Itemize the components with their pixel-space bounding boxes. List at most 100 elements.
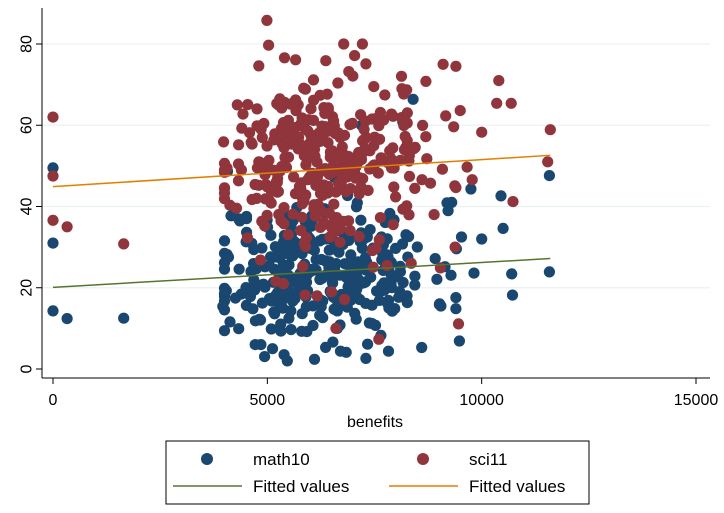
point-sci11 bbox=[330, 322, 342, 334]
point-math10 bbox=[497, 222, 509, 234]
point-sci11 bbox=[390, 191, 402, 203]
point-sci11 bbox=[367, 261, 379, 273]
point-sci11 bbox=[320, 55, 332, 67]
point-sci11 bbox=[324, 231, 336, 243]
point-sci11 bbox=[379, 89, 391, 101]
point-sci11 bbox=[450, 60, 462, 72]
point-sci11 bbox=[332, 77, 344, 89]
point-sci11 bbox=[328, 198, 340, 210]
point-sci11 bbox=[437, 58, 449, 70]
point-sci11 bbox=[317, 216, 329, 228]
point-sci11 bbox=[403, 209, 415, 221]
legend-marker-math10 bbox=[201, 453, 213, 465]
point-math10 bbox=[285, 324, 297, 336]
point-math10 bbox=[434, 298, 446, 310]
point-sci11 bbox=[296, 211, 308, 223]
point-sci11 bbox=[233, 139, 245, 151]
point-sci11 bbox=[476, 126, 488, 138]
point-sci11 bbox=[372, 167, 384, 179]
point-sci11 bbox=[403, 170, 416, 182]
point-sci11 bbox=[440, 110, 452, 122]
legend-label-fitted-sci11: Fitted values bbox=[469, 477, 565, 496]
point-sci11 bbox=[395, 70, 408, 82]
y-axis-ticks: 0 20 40 60 80 bbox=[19, 35, 42, 373]
point-sci11 bbox=[311, 135, 323, 147]
point-math10 bbox=[345, 249, 357, 261]
point-math10 bbox=[333, 246, 345, 258]
point-sci11 bbox=[364, 163, 376, 175]
point-math10 bbox=[275, 318, 287, 330]
point-sci11 bbox=[295, 183, 307, 195]
point-math10 bbox=[245, 265, 257, 278]
point-sci11 bbox=[466, 174, 478, 186]
point-sci11 bbox=[253, 60, 265, 72]
point-sci11 bbox=[244, 127, 256, 139]
point-math10 bbox=[431, 273, 443, 285]
point-sci11 bbox=[251, 162, 263, 174]
point-math10 bbox=[47, 237, 59, 249]
point-sci11 bbox=[242, 99, 254, 111]
point-sci11 bbox=[507, 196, 519, 208]
point-sci11 bbox=[327, 216, 339, 228]
point-math10 bbox=[366, 318, 378, 330]
point-math10 bbox=[401, 290, 413, 302]
point-sci11 bbox=[302, 125, 314, 137]
point-math10 bbox=[384, 207, 396, 220]
point-sci11 bbox=[308, 94, 320, 106]
point-sci11 bbox=[298, 238, 310, 250]
point-math10 bbox=[476, 233, 488, 245]
x-axis-title: benefits bbox=[347, 414, 403, 431]
point-math10 bbox=[283, 248, 295, 260]
point-sci11 bbox=[295, 224, 307, 237]
point-sci11 bbox=[268, 164, 280, 176]
point-sci11 bbox=[542, 156, 554, 168]
point-sci11 bbox=[424, 177, 437, 189]
point-sci11 bbox=[241, 232, 254, 244]
legend-marker-sci11 bbox=[417, 453, 429, 465]
point-math10 bbox=[450, 303, 462, 315]
point-math10 bbox=[416, 341, 428, 354]
point-sci11 bbox=[404, 146, 416, 159]
point-math10 bbox=[314, 309, 326, 321]
legend: math10 sci11 Fitted values Fitted values bbox=[165, 440, 590, 505]
point-math10 bbox=[351, 197, 363, 209]
point-sci11 bbox=[454, 105, 466, 117]
point-math10 bbox=[506, 289, 519, 301]
point-sci11 bbox=[47, 214, 59, 226]
point-math10 bbox=[249, 284, 261, 296]
point-sci11 bbox=[448, 121, 460, 133]
point-math10 bbox=[248, 244, 260, 256]
point-math10 bbox=[289, 236, 301, 248]
point-sci11 bbox=[421, 153, 433, 165]
point-sci11 bbox=[61, 221, 73, 233]
point-sci11 bbox=[328, 164, 340, 176]
point-sci11 bbox=[417, 119, 429, 131]
point-sci11 bbox=[358, 133, 370, 146]
point-math10 bbox=[445, 269, 457, 281]
point-sci11 bbox=[401, 200, 413, 212]
point-math10 bbox=[543, 266, 556, 278]
point-sci11 bbox=[251, 103, 263, 115]
series-sci11 bbox=[47, 14, 556, 345]
point-sci11 bbox=[344, 183, 357, 195]
point-math10 bbox=[256, 297, 268, 309]
point-sci11 bbox=[277, 117, 290, 129]
point-sci11 bbox=[368, 81, 380, 93]
point-math10 bbox=[265, 229, 277, 241]
point-sci11 bbox=[47, 170, 59, 182]
point-sci11 bbox=[436, 163, 448, 175]
point-sci11 bbox=[344, 225, 356, 237]
point-math10 bbox=[394, 266, 406, 278]
point-math10 bbox=[360, 352, 372, 364]
point-sci11 bbox=[278, 52, 291, 64]
point-sci11 bbox=[261, 14, 273, 26]
point-sci11 bbox=[321, 125, 333, 137]
point-math10 bbox=[235, 288, 247, 300]
point-sci11 bbox=[491, 97, 503, 109]
point-sci11 bbox=[493, 75, 505, 87]
point-sci11 bbox=[280, 161, 293, 173]
point-sci11 bbox=[263, 39, 275, 51]
fitted-line-1 bbox=[52, 257, 551, 289]
point-math10 bbox=[354, 293, 366, 306]
point-math10 bbox=[255, 339, 267, 351]
